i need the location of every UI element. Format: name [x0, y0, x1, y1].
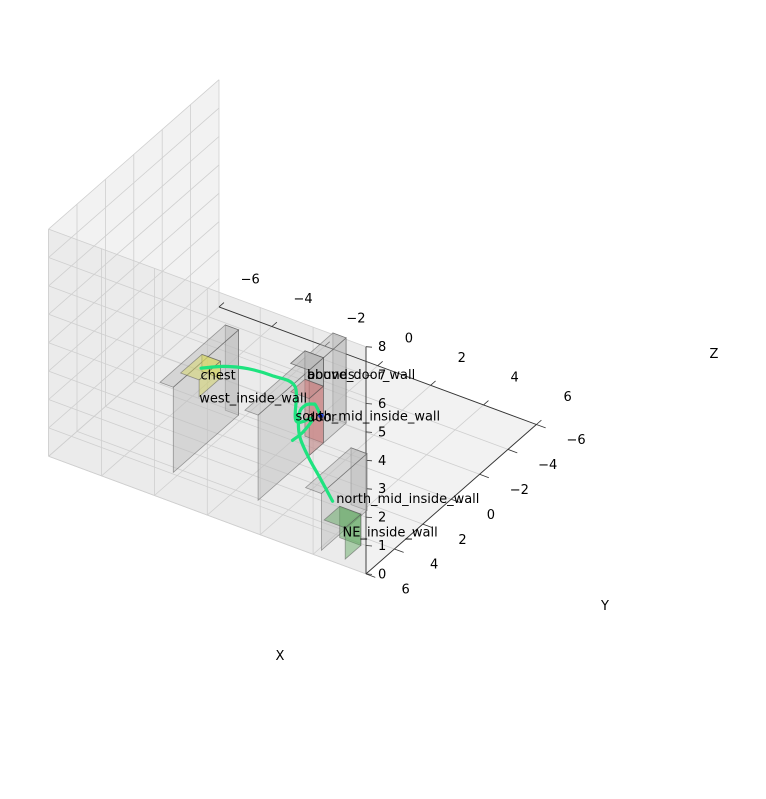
grid-line-z [48, 107, 220, 258]
x-tick [218, 302, 225, 308]
grid-line-z [48, 257, 367, 376]
grid-line-y [105, 406, 423, 525]
y-axis-label: Y [600, 599, 609, 614]
x-tick-label: 4 [511, 371, 519, 386]
x-tick [377, 361, 383, 367]
z-tick-label: 3 [378, 482, 386, 497]
trajectory-series [199, 364, 335, 503]
object-label: south_mid_inside_wall [296, 410, 441, 425]
trajectory-line [199, 364, 315, 442]
grid-line-z [48, 164, 220, 315]
grid-line-z [48, 285, 367, 404]
grid-line-z [48, 192, 220, 344]
z-tick-label: 8 [378, 340, 386, 355]
axes-grid [48, 79, 537, 575]
y-tick-label: −6 [567, 433, 586, 448]
y-tick [451, 498, 461, 504]
x-tick [483, 400, 489, 406]
grid-line-z [48, 427, 367, 546]
z-tick-label: 0 [378, 567, 386, 582]
trajectory-line [296, 402, 335, 503]
z-tick [365, 374, 373, 376]
y-tick [422, 523, 433, 528]
x-tick [324, 341, 331, 347]
z-tick-label: 4 [378, 454, 386, 469]
x-tick [271, 321, 278, 327]
box-bounds [289, 350, 325, 400]
z-axis-label: Z [710, 347, 719, 362]
x-tick-label: 0 [405, 331, 413, 346]
grid-line-z [48, 342, 367, 461]
grid-line-y [190, 331, 509, 450]
grid-line-z [48, 370, 367, 490]
object-label: door [307, 410, 337, 425]
object-label: bounds [307, 368, 355, 383]
object-labels: west_inside_wall south_mid_inside_wallnor… [199, 368, 479, 541]
z-tick [365, 516, 373, 518]
z-tick-label: 5 [378, 425, 386, 440]
axes-ticks: −6 −4 −2 0 2 4 6 −6 −4 −2 0 2 4 6 0 1 2 3 4 5 6 7 8 [218, 273, 586, 598]
z-tick [365, 346, 373, 348]
z-tick [365, 573, 373, 575]
grid-line-y [76, 431, 395, 550]
grid-line-z [48, 79, 220, 230]
z-tick-label: 7 [378, 369, 386, 384]
object-label: west_inside_wall [199, 392, 307, 407]
z-tick-label: 6 [378, 397, 386, 412]
x-axis-label: X [276, 649, 285, 664]
y-tick-label: −2 [510, 483, 529, 498]
box-NE-inside-wall [323, 505, 362, 560]
box-south-mid-inside-wall [244, 332, 347, 502]
start-marker [318, 412, 324, 419]
y-tick [479, 473, 489, 479]
y-tick-label: 4 [430, 558, 438, 573]
grid-line-z [48, 249, 220, 400]
y-tick-label: 6 [402, 583, 410, 598]
grid-line-z [48, 306, 220, 457]
z-tick [365, 545, 373, 547]
y-tick-label: −4 [538, 458, 557, 473]
z-tick [365, 431, 373, 433]
x-tick-label: 6 [563, 390, 571, 405]
x-tick [536, 419, 542, 425]
y-tick [394, 548, 404, 553]
object-label: chest [201, 369, 236, 384]
y-tick [507, 449, 518, 454]
x-tick-label: −6 [241, 273, 260, 288]
grid-line-z [48, 455, 367, 575]
object-label: NE_inside_wall [343, 526, 438, 541]
grid-line-z [48, 278, 220, 429]
y-tick [536, 424, 546, 429]
x-tick-label: 2 [458, 351, 466, 366]
z-tick-label: 2 [378, 511, 386, 526]
z-tick [365, 403, 373, 405]
y-tick [365, 573, 376, 578]
x-tick-label: −4 [294, 292, 313, 307]
z-tick-label: 1 [378, 539, 386, 554]
y-tick-label: 0 [487, 508, 495, 523]
grid-line-z [48, 228, 367, 348]
x-tick [430, 380, 436, 386]
grid-line-z [48, 399, 367, 518]
y-tick-label: 2 [458, 533, 466, 548]
grid-line-z [48, 221, 220, 372]
box-door [289, 378, 325, 457]
object-label: north_mid_inside_wall [336, 492, 479, 507]
scene-objects [159, 324, 368, 560]
object-label: above_door_wall [307, 368, 415, 383]
x-tick-label: −2 [346, 312, 365, 327]
grid-line-z [48, 136, 220, 287]
